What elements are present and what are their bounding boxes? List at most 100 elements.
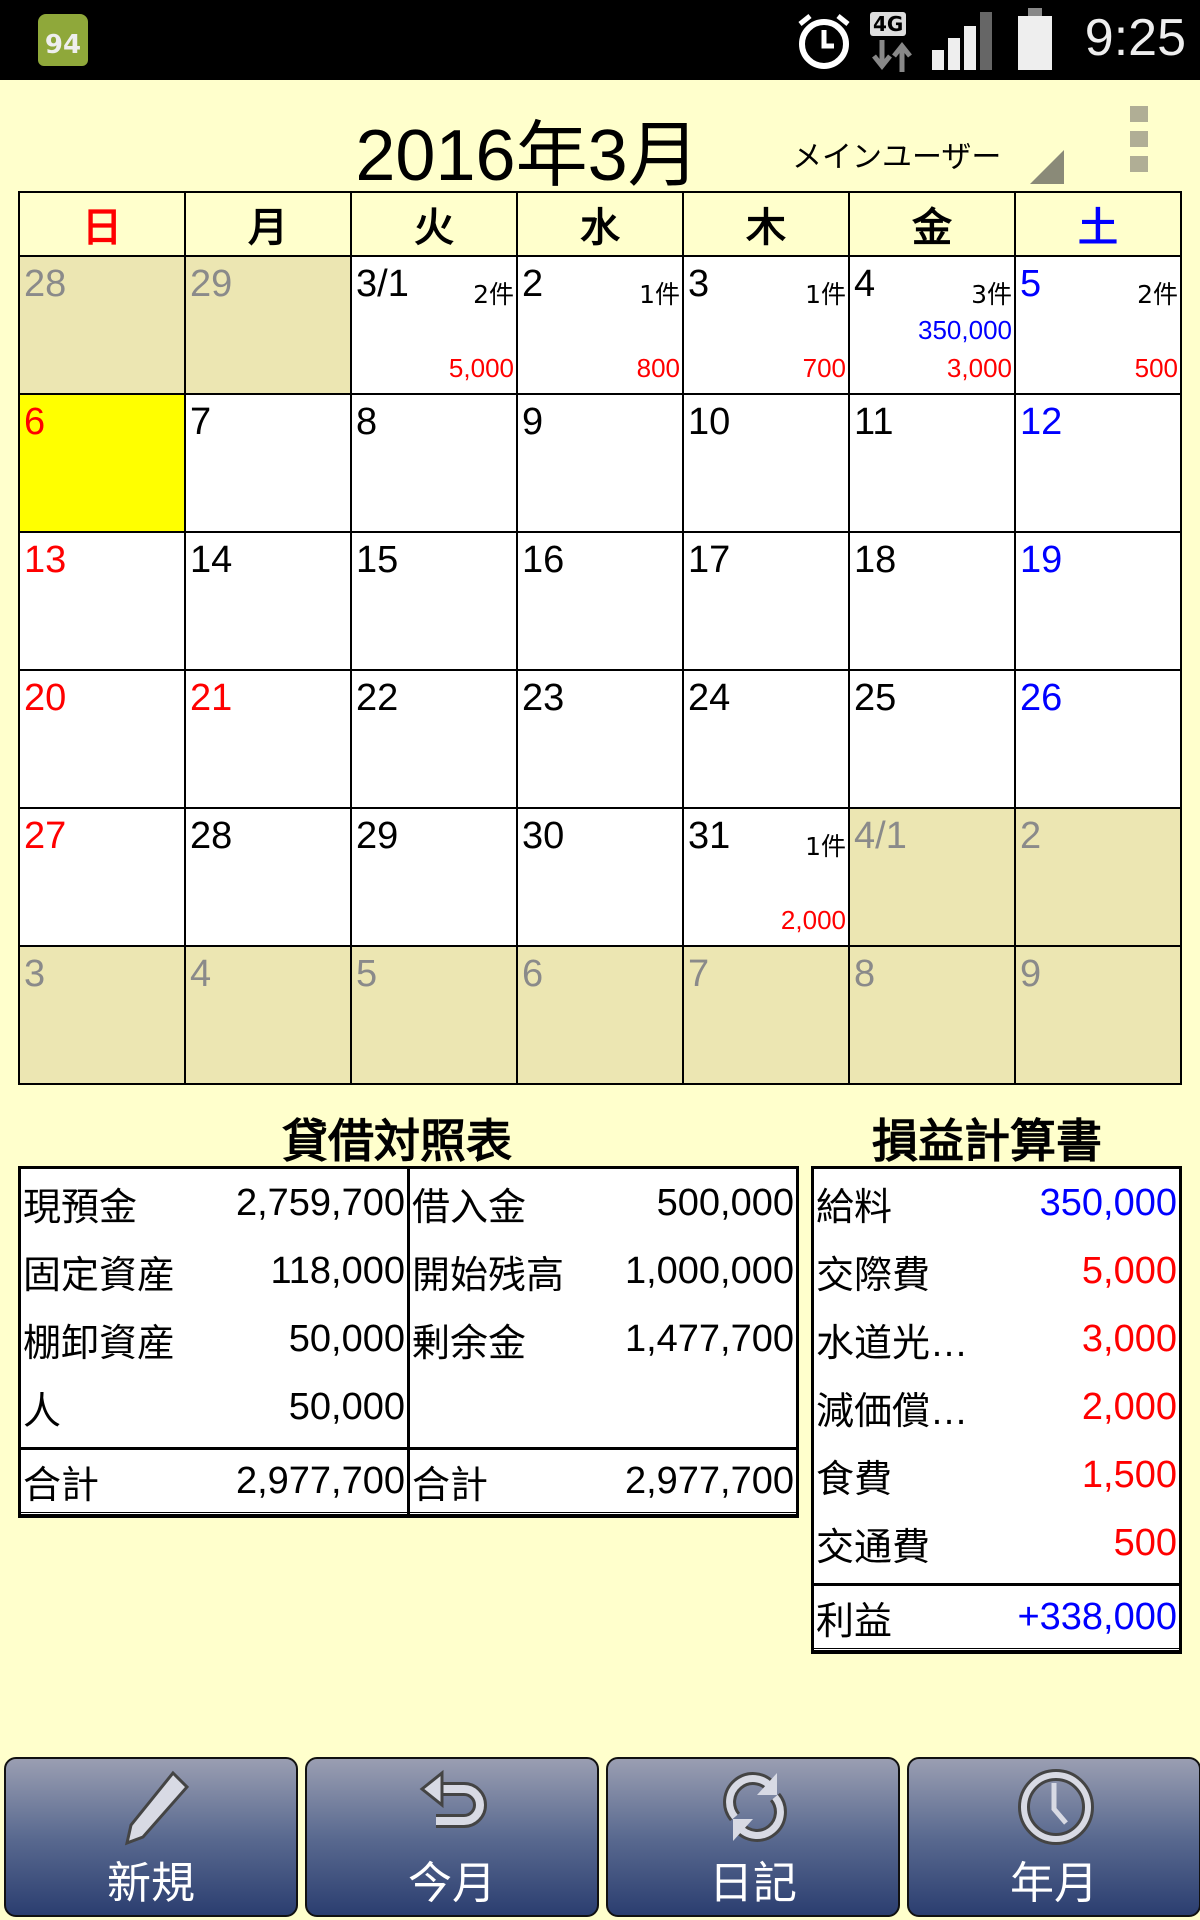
user-selector[interactable]: メインユーザー	[792, 140, 1002, 175]
day-number: 31	[688, 815, 731, 857]
battery-icon	[1018, 8, 1052, 70]
table-row[interactable]: 交際費 5,000	[814, 1237, 1179, 1305]
pencil-icon	[124, 1770, 190, 1846]
account-label: 開始残高	[412, 1254, 565, 1297]
sync-button[interactable]: 日記	[606, 1757, 900, 1917]
table-row[interactable]: 人 50,000	[21, 1373, 407, 1441]
calendar-day-cell[interactable]: 16	[516, 531, 684, 671]
calendar-day-cell[interactable]: 10	[682, 393, 850, 533]
calendar-day-cell[interactable]: 4/1	[848, 807, 1016, 947]
calendar-day-cell[interactable]: 20	[18, 669, 186, 809]
expense-amount: 2,000	[780, 905, 846, 935]
calendar-day-cell[interactable]: 9	[1014, 945, 1182, 1085]
account-value: 118,000	[270, 1249, 405, 1292]
bottom-toolbar: 新規 今月 日記 年月	[4, 1757, 1200, 1917]
table-row[interactable]: 減価償… 2,000	[814, 1373, 1179, 1441]
calendar-day-cell[interactable]: 7	[682, 945, 850, 1085]
calendar-day-cell[interactable]: 2 1件 800	[516, 255, 684, 395]
account-value: 2,759,700	[235, 1181, 405, 1224]
account-label: 交通費	[816, 1526, 931, 1569]
income-statement-title: 損益計算書	[872, 1114, 1102, 1168]
table-row[interactable]: 剰余金 1,477,700	[410, 1305, 796, 1373]
calendar-day-cell[interactable]: 5	[350, 945, 518, 1085]
table-row[interactable]: 水道光… 3,000	[814, 1305, 1179, 1373]
calendar-week: 6 7 8 9 10 11 12	[18, 393, 1182, 533]
table-row[interactable]: 給料 350,000	[814, 1169, 1179, 1237]
table-row[interactable]: 交通費 500	[814, 1509, 1179, 1577]
calendar-day-cell[interactable]: 24	[682, 669, 850, 809]
status-bar: 94 4G 9:25	[0, 0, 1200, 80]
day-number: 5	[1020, 263, 1042, 305]
calendar-day-cell[interactable]: 22	[350, 669, 518, 809]
calendar-day-cell[interactable]: 14	[184, 531, 352, 671]
income-statement-table: 給料 350,000 交際費 5,000 水道光… 3,000 減価償… 2,000 食費 1,5…	[811, 1166, 1182, 1654]
undo-arrow-button[interactable]: 今月	[305, 1757, 599, 1917]
data-arrows-icon	[872, 40, 912, 72]
total-label: 合計	[412, 1464, 489, 1507]
calendar-day-cell[interactable]: 2	[1014, 807, 1182, 947]
day-number: 5	[356, 953, 378, 995]
calendar-day-cell[interactable]: 26	[1014, 669, 1182, 809]
calendar-day-cell[interactable]: 15	[350, 531, 518, 671]
button-label: 新規	[107, 1858, 195, 1909]
day-number: 2	[522, 263, 544, 305]
account-label: 人	[23, 1390, 62, 1433]
day-number: 9	[1020, 953, 1042, 995]
calendar-week: 28 29 3/1 2件 5,000 2 1件 800 3 1件 700 4 3件 350,000 3,00…	[18, 255, 1182, 395]
overflow-menu-icon[interactable]	[1130, 106, 1148, 181]
table-row[interactable]: 棚卸資産 50,000	[21, 1305, 407, 1373]
table-row[interactable]: 開始残高 1,000,000	[410, 1237, 796, 1305]
calendar-day-cell[interactable]: 7	[184, 393, 352, 533]
pencil-button[interactable]: 新規	[4, 1757, 298, 1917]
expense-amount: 5,000	[448, 353, 514, 383]
weekday-header: 土	[1014, 191, 1182, 257]
calendar-day-cell[interactable]: 29	[350, 807, 518, 947]
calendar-day-cell[interactable]: 9	[516, 393, 684, 533]
calendar-day-cell[interactable]: 11	[848, 393, 1016, 533]
day-number: 10	[688, 401, 731, 443]
calendar-day-cell[interactable]: 23	[516, 669, 684, 809]
table-row[interactable]: 食費 1,500	[814, 1441, 1179, 1509]
day-number: 21	[190, 677, 233, 719]
calendar-day-cell[interactable]: 4	[184, 945, 352, 1085]
month-title[interactable]: 2016年3月	[355, 116, 700, 196]
calendar-day-cell[interactable]: 28	[184, 807, 352, 947]
account-label: 水道光…	[816, 1322, 969, 1365]
button-label: 日記	[709, 1858, 797, 1909]
account-label: 棚卸資産	[23, 1322, 176, 1365]
table-row[interactable]: 借入金 500,000	[410, 1169, 796, 1237]
clock-button[interactable]: 年月	[907, 1757, 1200, 1917]
expense-amount: 500	[1134, 353, 1178, 383]
calendar-day-cell[interactable]: 18	[848, 531, 1016, 671]
account-value: 1,477,700	[624, 1317, 794, 1360]
calendar-day-cell[interactable]: 3 1件 700	[682, 255, 850, 395]
calendar-day-cell[interactable]: 25	[848, 669, 1016, 809]
calendar-day-cell[interactable]: 17	[682, 531, 850, 671]
weekday-header: 月	[184, 191, 352, 257]
calendar-day-cell[interactable]: 3	[18, 945, 186, 1085]
table-row[interactable]: 固定資産 118,000	[21, 1237, 407, 1305]
calendar-day-cell[interactable]: 19	[1014, 531, 1182, 671]
table-row[interactable]: 現預金 2,759,700	[21, 1169, 407, 1237]
calendar-day-cell[interactable]: 3/1 2件 5,000	[350, 255, 518, 395]
calendar-day-cell[interactable]: 29	[184, 255, 352, 395]
account-label: 交際費	[816, 1254, 931, 1297]
day-number: 22	[356, 677, 399, 719]
calendar-day-cell[interactable]: 31 1件 2,000	[682, 807, 850, 947]
calendar-day-cell[interactable]: 6	[18, 393, 186, 533]
calendar-day-cell[interactable]: 13	[18, 531, 186, 671]
calendar-day-cell[interactable]: 27	[18, 807, 186, 947]
calendar-day-cell[interactable]: 30	[516, 807, 684, 947]
calendar-day-cell[interactable]: 8	[848, 945, 1016, 1085]
calendar-day-cell[interactable]: 4 3件 350,000 3,000	[848, 255, 1016, 395]
calendar-day-cell[interactable]: 12	[1014, 393, 1182, 533]
calendar-day-cell[interactable]: 5 2件 500	[1014, 255, 1182, 395]
weekday-header: 木	[682, 191, 850, 257]
calendar-day-cell[interactable]: 21	[184, 669, 352, 809]
day-number: 9	[522, 401, 544, 443]
calendar-day-cell[interactable]: 6	[516, 945, 684, 1085]
account-label: 剰余金	[412, 1322, 527, 1365]
calendar-day-cell[interactable]: 28	[18, 255, 186, 395]
calendar-day-cell[interactable]: 8	[350, 393, 518, 533]
alarm-icon	[798, 14, 850, 69]
